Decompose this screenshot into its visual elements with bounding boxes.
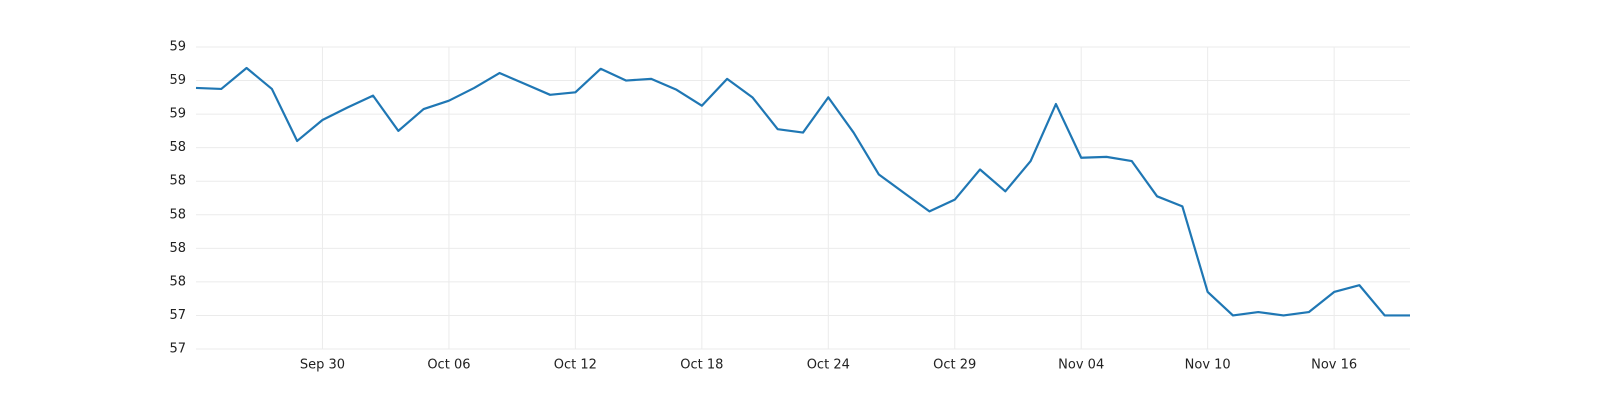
x-tick-label: Sep 30 xyxy=(300,358,345,373)
y-tick-label: 59 xyxy=(169,40,186,55)
y-tick-label: 58 xyxy=(169,140,186,155)
x-tick-label: Oct 12 xyxy=(554,358,597,373)
y-tick-label: 59 xyxy=(169,73,186,88)
y-tick-label: 57 xyxy=(169,308,186,323)
y-tick-label: 59 xyxy=(169,107,186,122)
x-tick-label: Oct 24 xyxy=(807,358,850,373)
x-tick-label: Nov 04 xyxy=(1058,358,1104,373)
y-tick-label: 58 xyxy=(169,174,186,189)
y-tick-label: 58 xyxy=(169,274,186,289)
x-tick-label: Nov 10 xyxy=(1185,358,1231,373)
y-tick-label: 58 xyxy=(169,207,186,222)
y-tick-label: 58 xyxy=(169,241,186,256)
x-tick-label: Oct 18 xyxy=(680,358,723,373)
x-tick-label: Nov 16 xyxy=(1311,358,1357,373)
x-tick-label: Oct 06 xyxy=(427,358,470,373)
line xyxy=(195,66,1410,317)
y-tick-label: 57 xyxy=(169,342,186,357)
x-tick-label: Oct 29 xyxy=(933,358,976,373)
